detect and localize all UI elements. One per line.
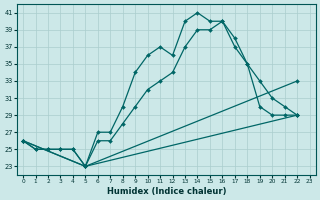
- X-axis label: Humidex (Indice chaleur): Humidex (Indice chaleur): [107, 187, 226, 196]
